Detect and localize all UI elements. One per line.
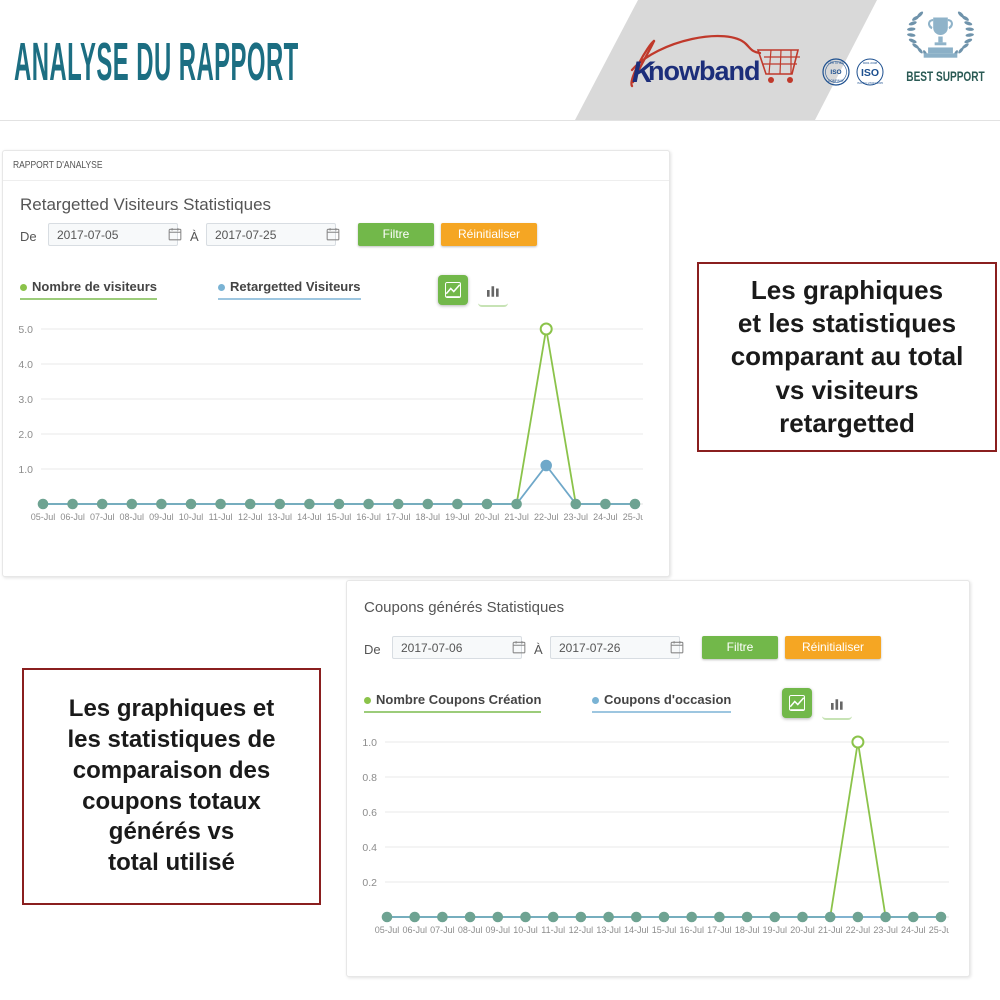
svg-text:05-Jul: 05-Jul [375, 925, 400, 935]
svg-text:14-Jul: 14-Jul [624, 925, 649, 935]
svg-text:23-Jul: 23-Jul [873, 925, 898, 935]
svg-text:12-Jul: 12-Jul [569, 925, 594, 935]
svg-text:10-Jul: 10-Jul [513, 925, 538, 935]
svg-text:25-Jul: 25-Jul [623, 512, 643, 522]
svg-text:07-Jul: 07-Jul [90, 512, 115, 522]
svg-text:17-Jul: 17-Jul [386, 512, 411, 522]
svg-text:3.0: 3.0 [18, 394, 33, 406]
svg-text:09-Jul: 09-Jul [486, 925, 511, 935]
svg-text:16-Jul: 16-Jul [356, 512, 381, 522]
svg-text:24-Jul: 24-Jul [901, 925, 926, 935]
svg-text:0.2: 0.2 [362, 877, 377, 889]
svg-text:06-Jul: 06-Jul [60, 512, 85, 522]
svg-text:nowband: nowband [648, 56, 759, 86]
svg-text:19-Jul: 19-Jul [445, 512, 470, 522]
svg-text:1.0: 1.0 [362, 737, 377, 749]
svg-text:COMPANY: COMPANY [828, 79, 845, 83]
svg-text:23-Jul: 23-Jul [564, 512, 589, 522]
svg-text:4.0: 4.0 [18, 359, 33, 371]
svg-text:18-Jul: 18-Jul [416, 512, 441, 522]
svg-text:5.0: 5.0 [18, 324, 33, 336]
svg-text:0.6: 0.6 [362, 807, 377, 819]
svg-text:13-Jul: 13-Jul [268, 512, 293, 522]
svg-text:12-Jul: 12-Jul [238, 512, 263, 522]
svg-text:2.0: 2.0 [18, 429, 33, 441]
svg-text:14-Jul: 14-Jul [297, 512, 322, 522]
svg-text:07-Jul: 07-Jul [430, 925, 455, 935]
svg-text:18-Jul: 18-Jul [735, 925, 760, 935]
svg-text:17-Jul: 17-Jul [707, 925, 732, 935]
svg-text:25-Jul: 25-Jul [929, 925, 949, 935]
svg-text:ISO: ISO [830, 69, 841, 76]
svg-text:19-Jul: 19-Jul [763, 925, 788, 935]
svg-text:21-Jul: 21-Jul [818, 925, 843, 935]
svg-text:15-Jul: 15-Jul [327, 512, 352, 522]
svg-text:ISO/IEC 27001:2005: ISO/IEC 27001:2005 [857, 81, 883, 85]
svg-text:21-Jul: 21-Jul [504, 512, 529, 522]
svg-text:08-Jul: 08-Jul [458, 925, 483, 935]
svg-text:10-Jul: 10-Jul [179, 512, 204, 522]
svg-text:ISO: ISO [861, 67, 879, 79]
svg-text:0.8: 0.8 [362, 772, 377, 784]
svg-text:09-Jul: 09-Jul [149, 512, 174, 522]
svg-text:1.0: 1.0 [18, 464, 33, 476]
svg-text:11-Jul: 11-Jul [209, 512, 233, 522]
svg-text:22-Jul: 22-Jul [534, 512, 559, 522]
svg-text:05-Jul: 05-Jul [31, 512, 56, 522]
svg-text:16-Jul: 16-Jul [679, 925, 704, 935]
svg-text:20-Jul: 20-Jul [790, 925, 815, 935]
svg-text:20-Jul: 20-Jul [475, 512, 500, 522]
svg-text:22-Jul: 22-Jul [846, 925, 871, 935]
svg-text:0.4: 0.4 [362, 842, 377, 854]
svg-text:9001:2008: 9001:2008 [863, 61, 878, 65]
svg-text:13-Jul: 13-Jul [596, 925, 621, 935]
svg-text:15-Jul: 15-Jul [652, 925, 677, 935]
svg-text:11-Jul: 11-Jul [541, 925, 565, 935]
svg-text:06-Jul: 06-Jul [402, 925, 427, 935]
svg-text:24-Jul: 24-Jul [593, 512, 618, 522]
svg-text:08-Jul: 08-Jul [120, 512, 145, 522]
svg-text:CERTIFIED: CERTIFIED [828, 61, 845, 65]
